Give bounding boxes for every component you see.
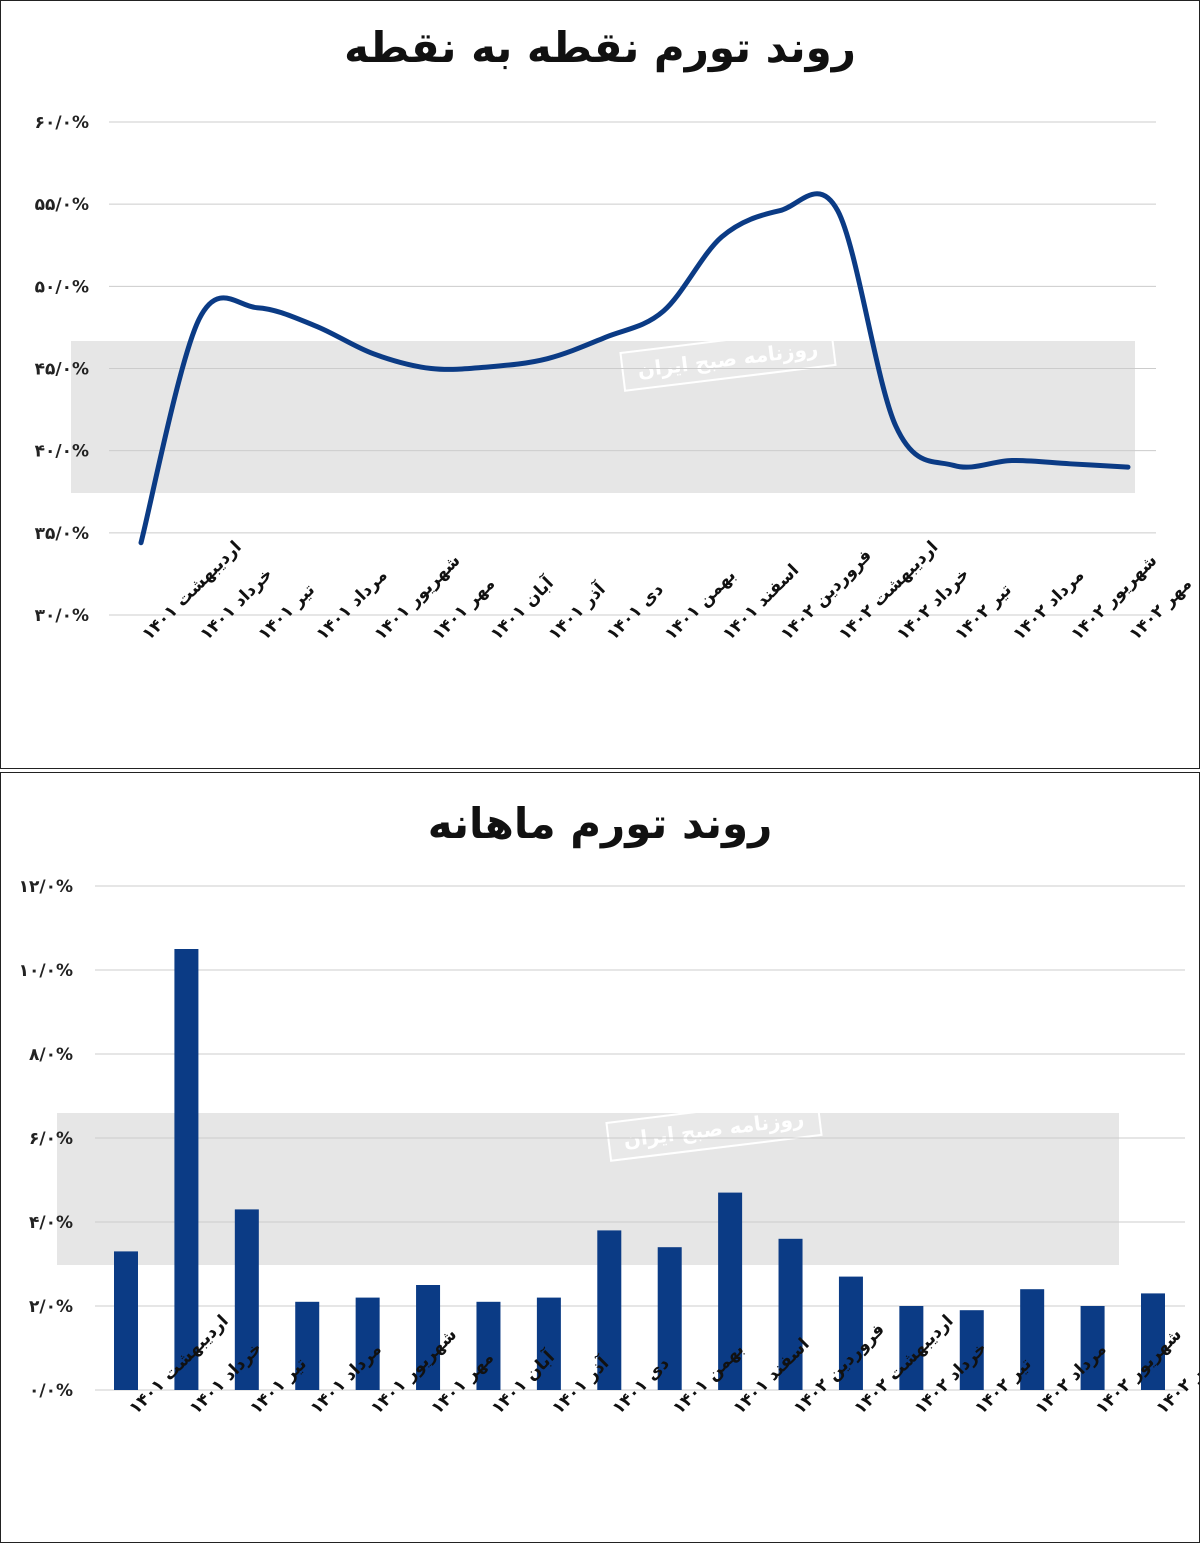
bar-chart-grid (95, 885, 1185, 1391)
bar (657, 1247, 682, 1390)
bar (838, 1276, 863, 1390)
bar (476, 1301, 501, 1390)
line-chart-grid (109, 121, 1156, 616)
bar-chart-bars (114, 949, 1165, 1390)
bar (1080, 1306, 1105, 1390)
bar-chart-panel: روزنامه صبح ایران روند تورم ماهانه ۰/۰% ۲… (0, 772, 1200, 1543)
line-chart-title: روند تورم نقطه به نقطه (344, 23, 856, 72)
bar (355, 1297, 380, 1390)
bar (416, 1285, 441, 1390)
line-chart: ۳۰/۰% ۳۵/۰% ۴۰/۰% ۴۵/۰% ۵۰/۰% ۵۵/۰% ۶۰/۰% اردی… (35, 113, 1196, 645)
bar (1020, 1289, 1045, 1390)
bar (597, 1230, 622, 1390)
x-tick-label: دی ۱۴۰۱ (603, 579, 668, 644)
bar (718, 1192, 743, 1390)
y-tick-label: ۴۰/۰% (35, 442, 89, 462)
bar (174, 949, 199, 1390)
y-tick-label: ۵۰/۰% (35, 277, 89, 297)
line-chart-y-axis: ۳۰/۰% ۳۵/۰% ۴۰/۰% ۴۵/۰% ۵۰/۰% ۵۵/۰% ۶۰/۰% (35, 113, 89, 626)
bar (899, 1306, 924, 1390)
y-tick-label: ۱۰/۰% (19, 961, 73, 981)
y-tick-label: ۵۵/۰% (35, 195, 89, 215)
line-series-path (138, 191, 1131, 546)
bar (536, 1297, 561, 1390)
y-tick-label: ۴/۰% (29, 1213, 73, 1233)
line-chart-panel: روزنامه صبح ایران روند تورم نقطه به نقطه… (0, 0, 1200, 769)
y-tick-label: ۱۲/۰% (19, 877, 73, 897)
y-tick-label: ۳۰/۰% (35, 606, 89, 626)
x-tick-label: اردیبهشت ۱۴۰۲ (835, 537, 942, 644)
y-tick-label: ۴۵/۰% (35, 360, 89, 380)
line-chart-points (140, 210, 1129, 543)
bar-chart-y-axis: ۰/۰% ۲/۰% ۴/۰% ۶/۰% ۸/۰% ۱۰/۰% ۱۲/۰% (19, 877, 73, 1401)
y-tick-label: ۲/۰% (29, 1297, 73, 1317)
bar (1141, 1293, 1165, 1390)
bar-chart: ۰/۰%۲/۰%۴/۰%۶/۰%۸/۰%۱۰/۰%۱۲/۰% اردیبهشت … (19, 877, 1199, 1419)
y-tick-label: ۶۰/۰% (35, 113, 89, 133)
y-tick-label: ۶/۰% (29, 1129, 73, 1149)
y-tick-label: ۸/۰% (29, 1045, 73, 1065)
y-tick-label: ۰/۰% (29, 1381, 73, 1401)
y-tick-label: ۳۵/۰% (35, 524, 89, 544)
bar (234, 1209, 259, 1390)
x-tick-label: اردیبهشت ۱۴۰۱ (138, 537, 245, 644)
bar (114, 1251, 138, 1390)
bar (959, 1310, 984, 1390)
bar-chart-title: روند تورم ماهانه (427, 799, 773, 848)
bar (778, 1238, 803, 1390)
bar (295, 1301, 320, 1390)
